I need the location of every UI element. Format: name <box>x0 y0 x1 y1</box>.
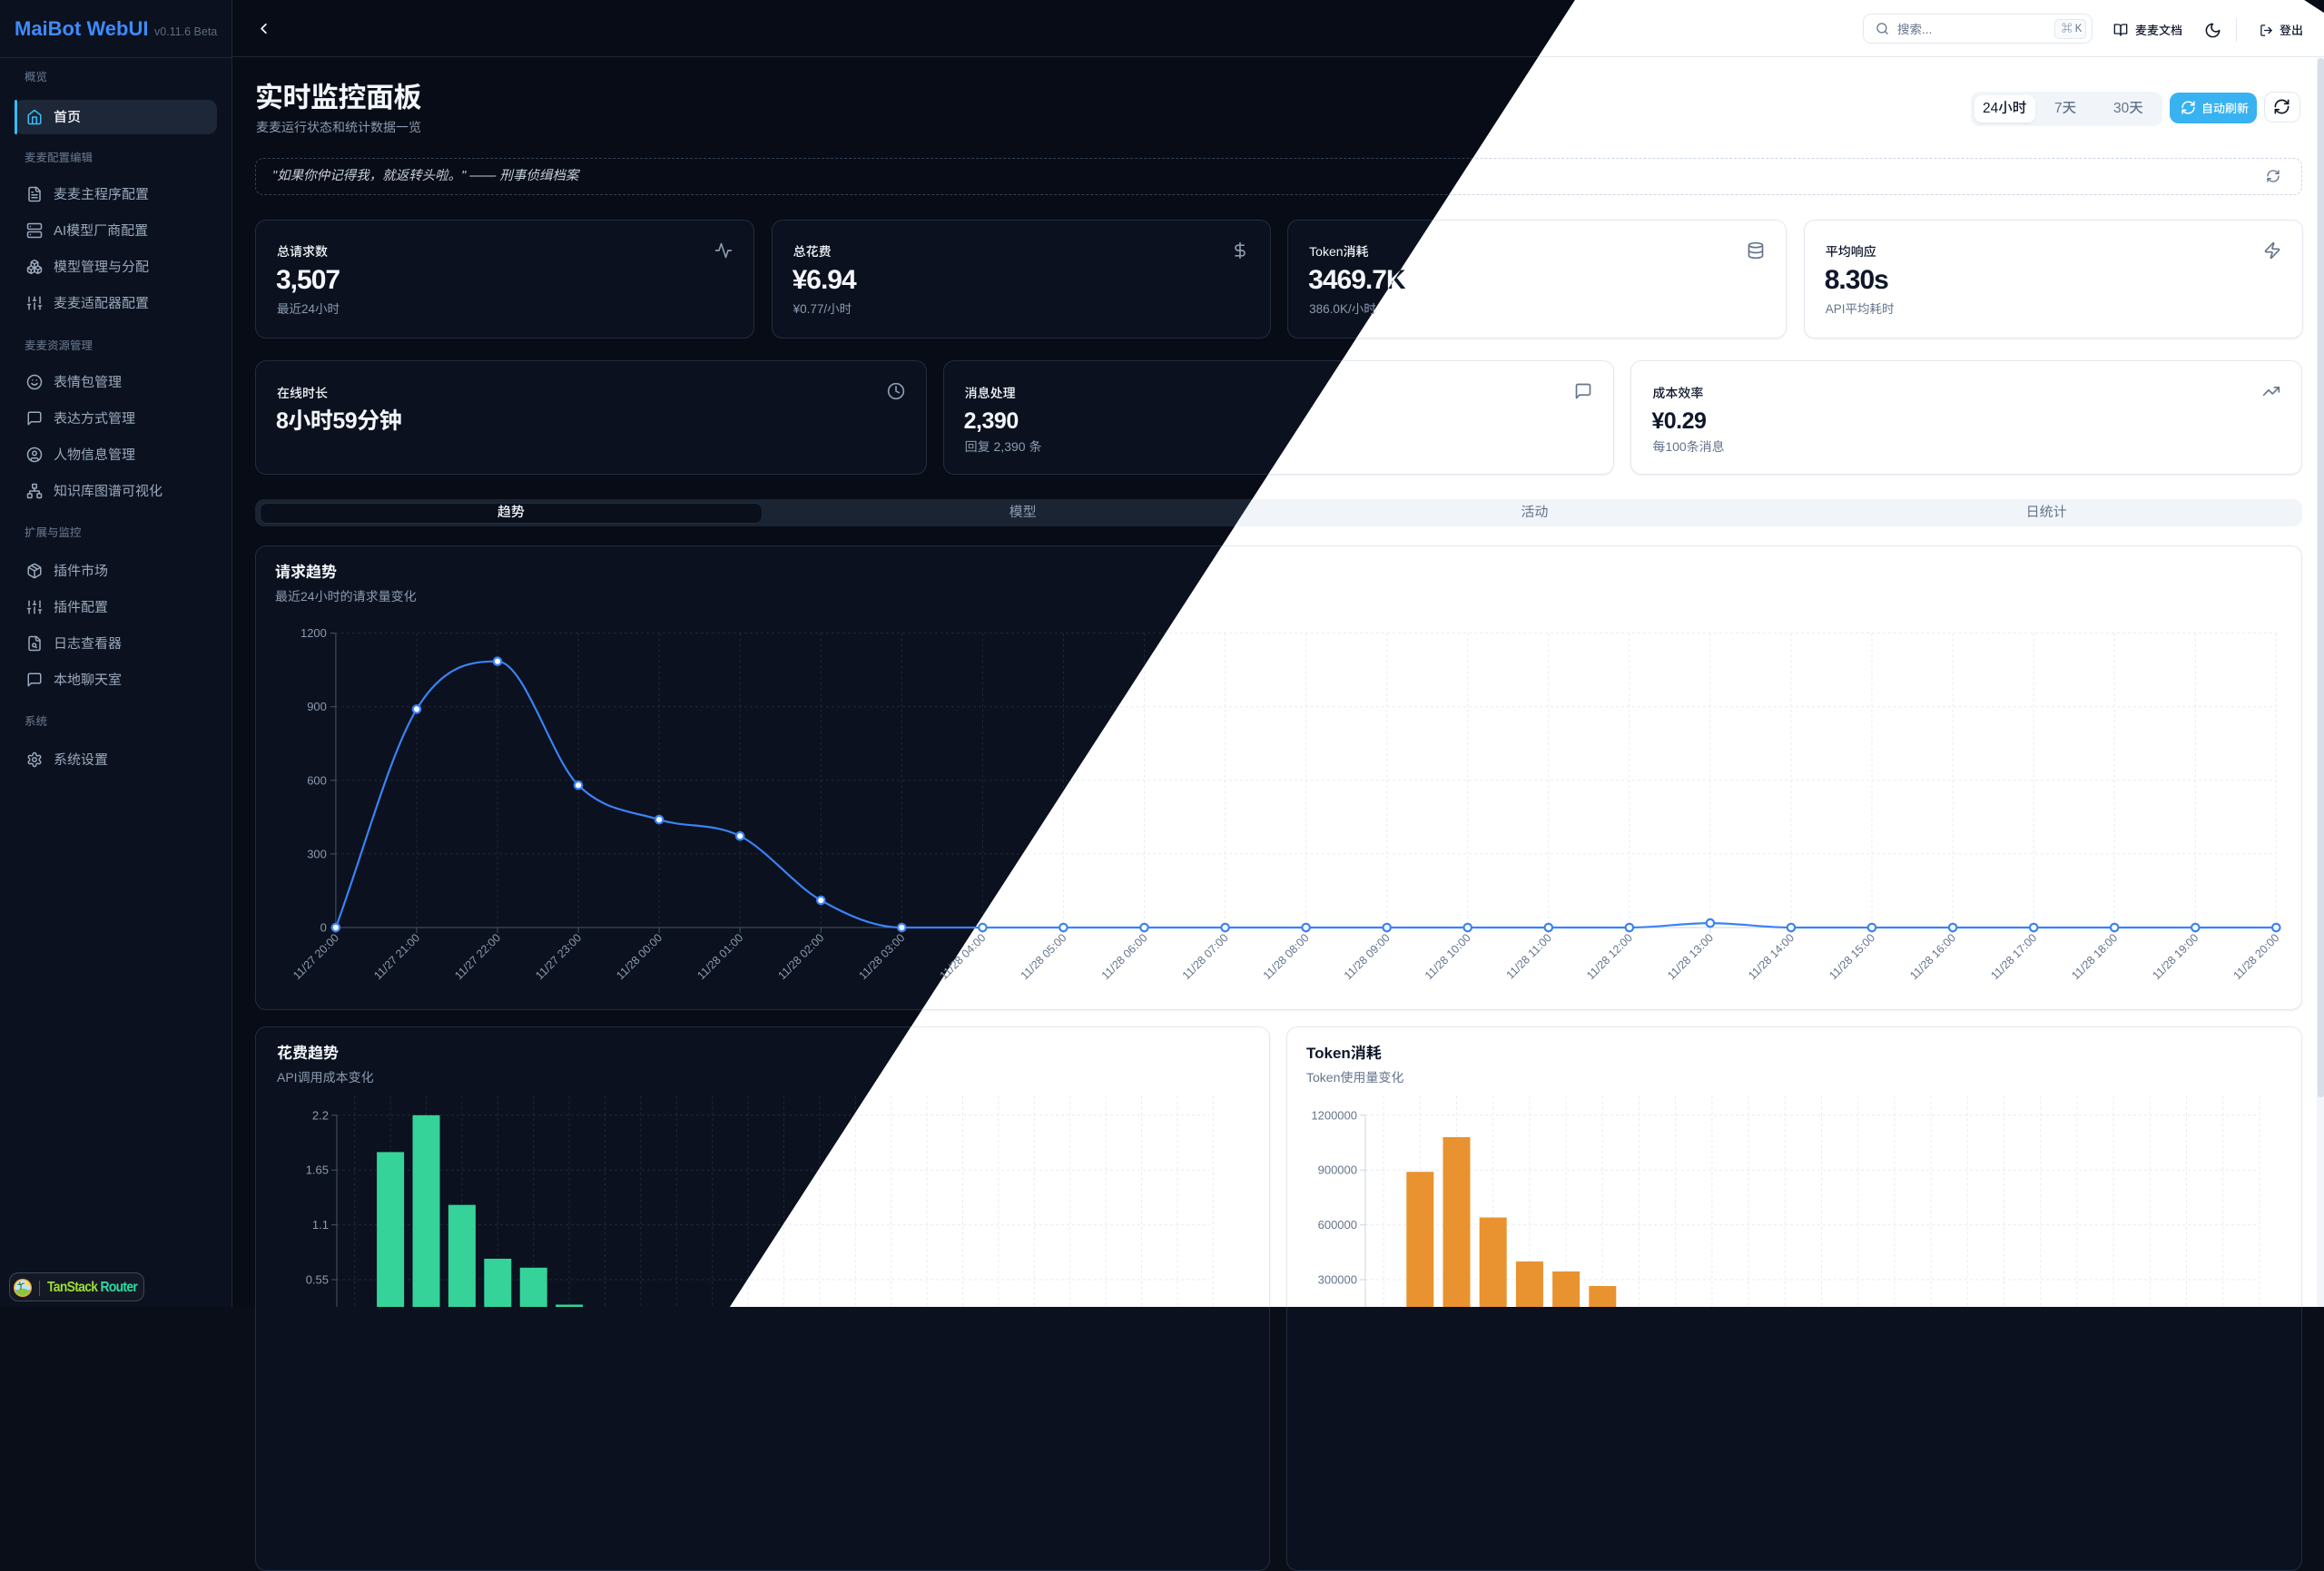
svg-text:1.1: 1.1 <box>312 1218 329 1232</box>
svg-text:2.2: 2.2 <box>312 1108 329 1122</box>
svg-text:300: 300 <box>307 847 327 860</box>
svg-text:1200: 1200 <box>300 626 327 640</box>
svg-text:0: 0 <box>320 921 327 935</box>
svg-text:1200000: 1200000 <box>1311 1108 1357 1122</box>
svg-text:900000: 900000 <box>1318 1164 1357 1177</box>
svg-text:600: 600 <box>307 773 327 787</box>
svg-text:300000: 300000 <box>1318 1273 1357 1287</box>
svg-text:1.65: 1.65 <box>306 1164 329 1177</box>
svg-text:900: 900 <box>307 700 327 713</box>
svg-text:0.55: 0.55 <box>306 1273 329 1287</box>
svg-text:600000: 600000 <box>1318 1218 1357 1232</box>
